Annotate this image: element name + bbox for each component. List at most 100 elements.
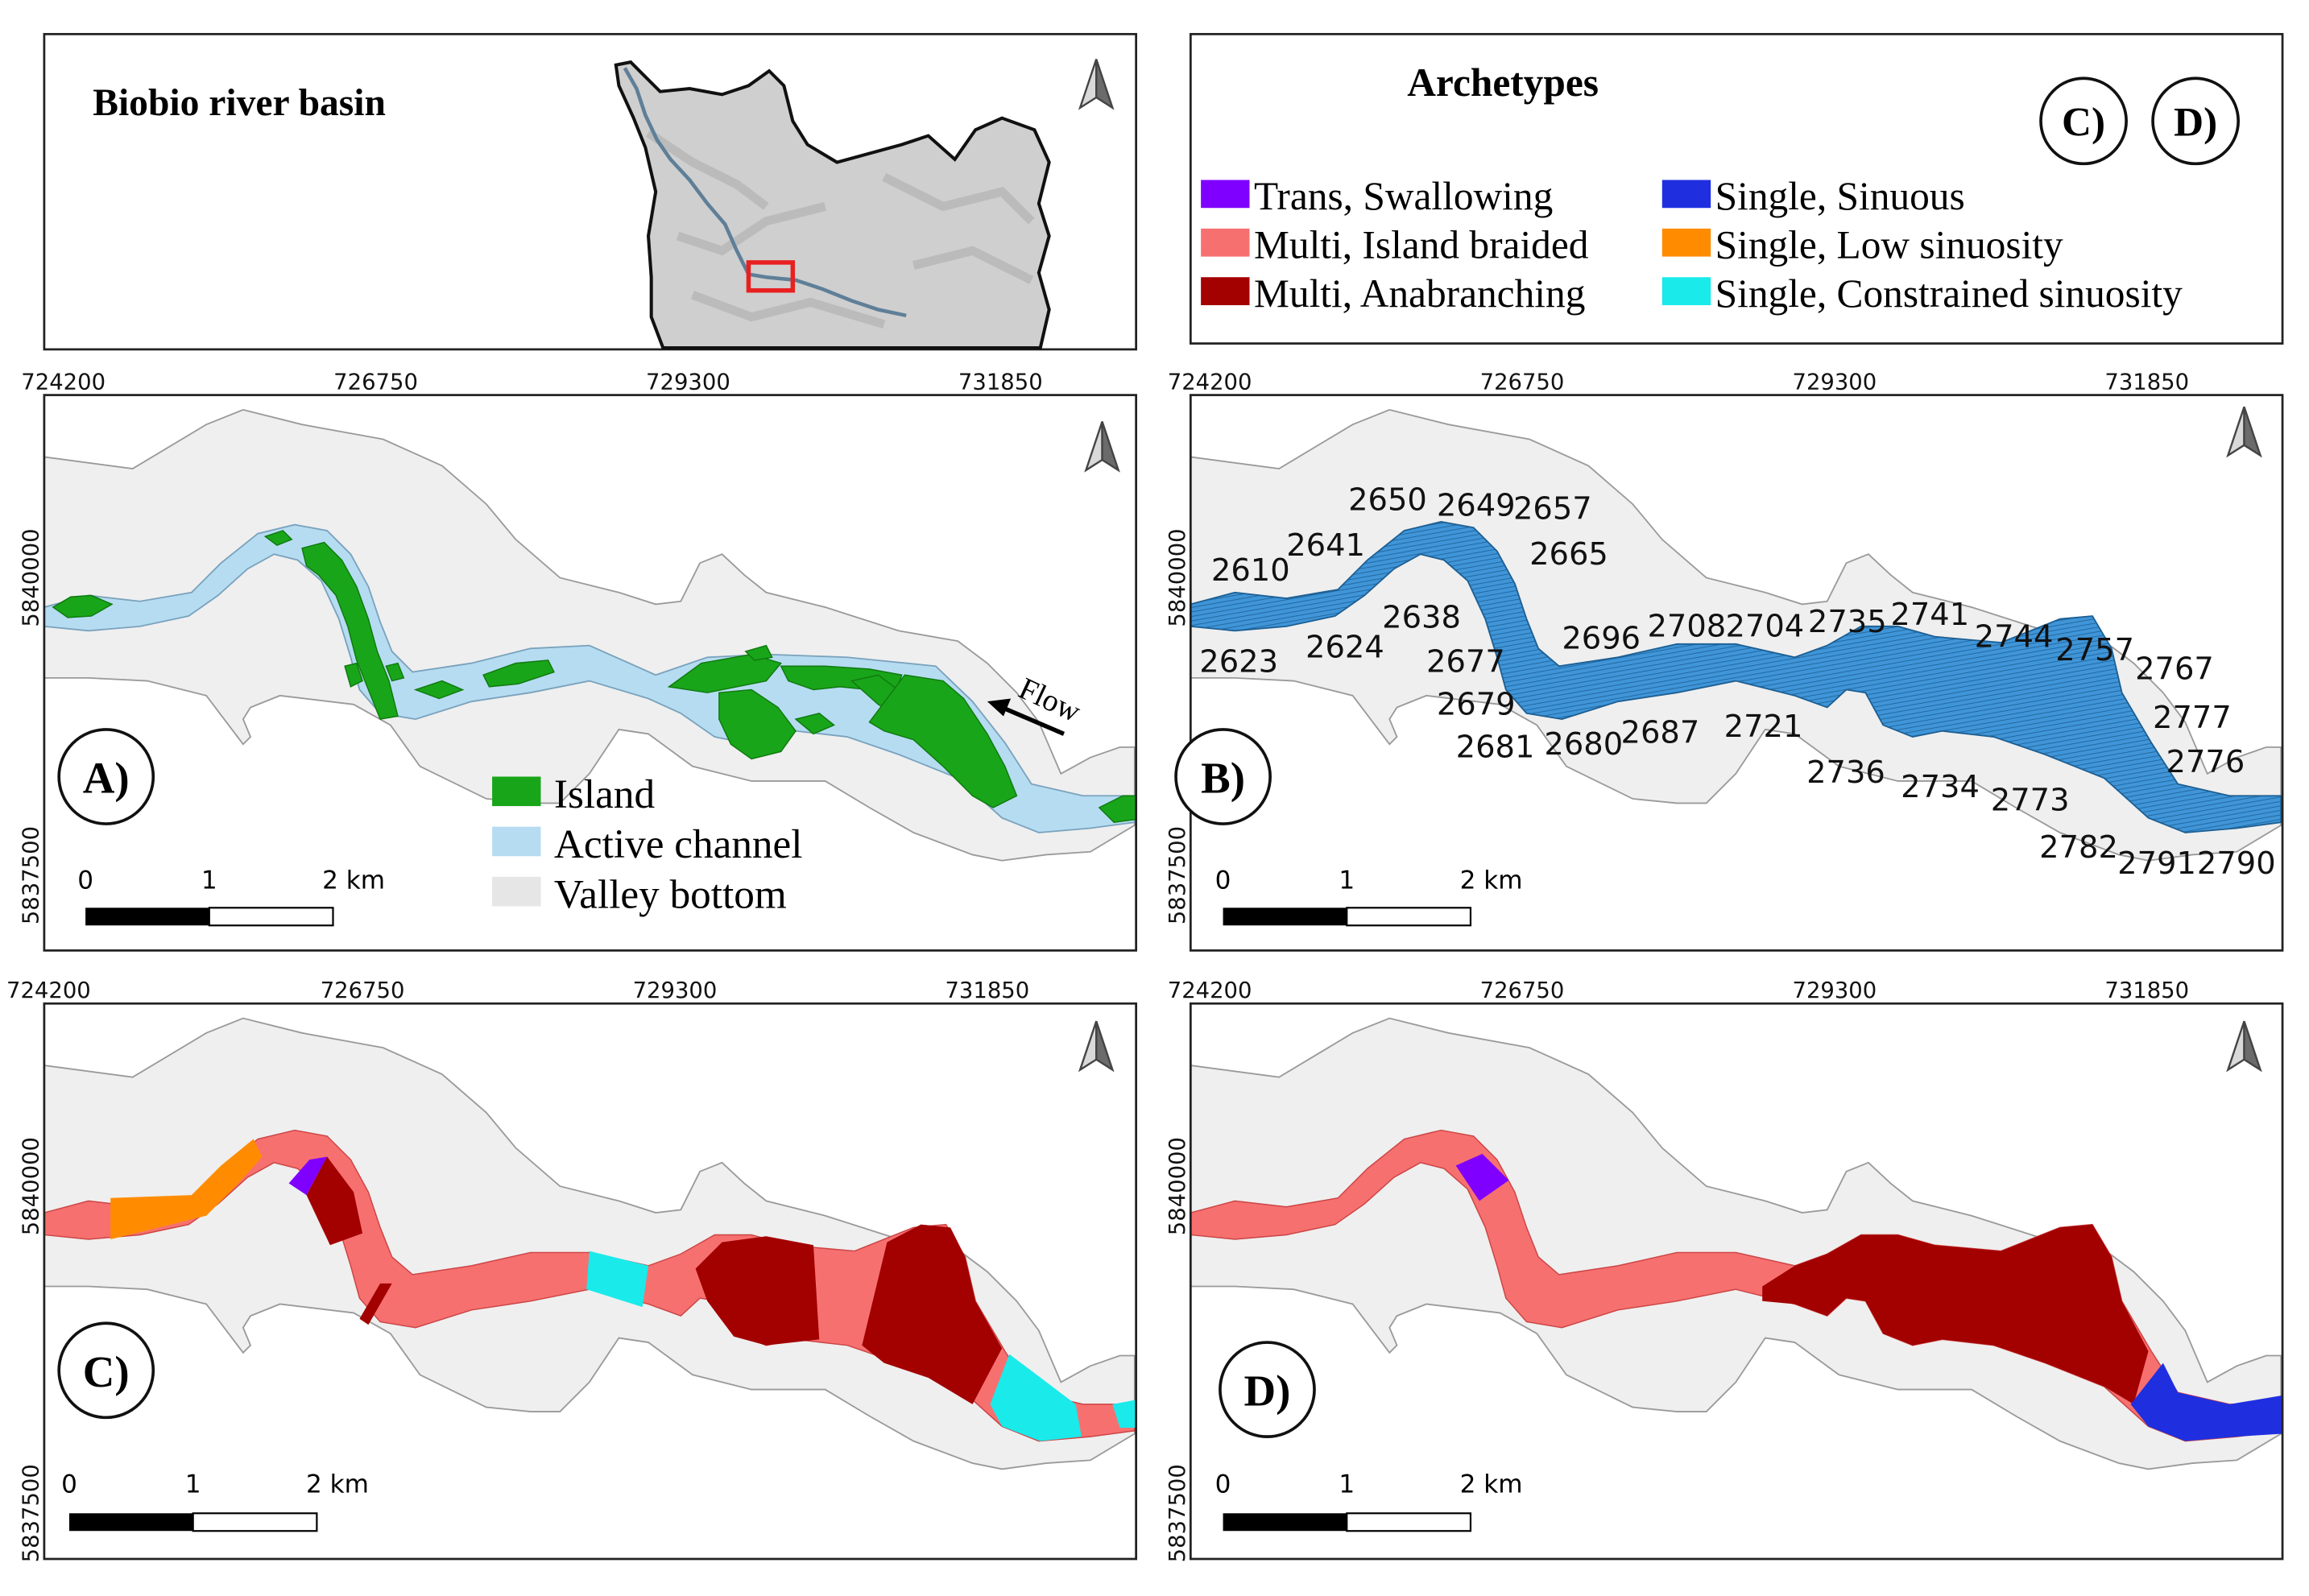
legend-swatch-single-sinuous	[1661, 180, 1711, 209]
y-tick: 5837500	[1165, 1464, 1190, 1562]
segment-id: 2650	[1348, 482, 1427, 518]
legend-swatch-anabranching	[1201, 277, 1250, 305]
segment-id: 2657	[1513, 490, 1592, 527]
legend-swatch-low-sinuosity	[1661, 228, 1711, 257]
y-tick: 5837500	[19, 826, 44, 924]
x-tick: 731850	[945, 978, 1029, 1003]
legend-ref-c: C)	[2062, 100, 2105, 146]
x-tick: 726750	[1480, 978, 1565, 1003]
segment-id: 2767	[2135, 651, 2214, 688]
segment-id: 2773	[1991, 783, 2070, 819]
segment-id: 2734	[1901, 769, 1980, 805]
islands	[52, 530, 1136, 823]
x-tick: 729300	[1792, 370, 1877, 395]
y-tick: 5837500	[19, 1464, 44, 1562]
legend-label-trans-swallowing: Trans, Swallowing	[1254, 174, 1553, 218]
panel-d: 724200 726750 729300 731850 5840000 5837…	[1165, 978, 2284, 1562]
legend-label-valley-bottom: Valley bottom	[554, 871, 787, 917]
segment-id: 2677	[1426, 644, 1505, 680]
panel-c-label: C)	[83, 1347, 130, 1396]
scale-label: 0	[1215, 1470, 1231, 1499]
y-tick: 5837500	[1165, 826, 1190, 924]
x-tick: 724200	[1168, 370, 1252, 395]
segment-id: 2704	[1725, 609, 1804, 645]
scale-label: 1	[1339, 1470, 1355, 1499]
archetype-segments	[110, 1139, 1136, 1441]
segment-id: 2791	[2117, 846, 2196, 882]
y-tick: 5840000	[1165, 528, 1190, 626]
legend-label-single-sinuous: Single, Sinuous	[1715, 174, 1965, 218]
segment-id: 2776	[2166, 744, 2245, 780]
panel-a-axes: 724200 726750 729300 731850 5840000 5837…	[19, 370, 1043, 924]
segment-id: 2623	[1199, 644, 1278, 680]
scale-label: 2 km	[1460, 1470, 1523, 1499]
overview-panel: Biobio river basin	[43, 32, 1138, 351]
scale-label: 0	[61, 1470, 77, 1499]
y-tick: 5840000	[1165, 1137, 1190, 1235]
segment-id: 2610	[1211, 552, 1290, 589]
scale-label: 1	[185, 1470, 201, 1499]
x-tick: 726750	[1480, 370, 1565, 395]
scale-label: 2 km	[1460, 866, 1523, 895]
legend-swatch-constrained-sinuosity	[1661, 277, 1711, 305]
segment-id: 2681	[1456, 730, 1535, 766]
y-tick: 5840000	[19, 528, 44, 626]
x-tick: 729300	[633, 978, 718, 1003]
segment-id: 2638	[1382, 600, 1461, 636]
legend-swatch-island	[492, 776, 541, 807]
x-tick: 726750	[333, 370, 418, 395]
segment-id: 2649	[1437, 488, 1516, 524]
x-tick: 729300	[646, 370, 730, 395]
legend-swatch-active-channel	[492, 826, 541, 857]
overview-title: Biobio river basin	[93, 82, 386, 124]
segment-id: 2757	[2055, 632, 2134, 668]
scale-label: 1	[1339, 866, 1355, 895]
segment-id: 2680	[1544, 726, 1623, 763]
x-tick: 724200	[1168, 978, 1252, 1003]
basin-map	[614, 60, 1051, 350]
legend-swatch-trans-swallowing	[1201, 180, 1250, 209]
scale-bar: 0 1 2 km	[77, 866, 385, 927]
legend-title: Archetypes	[1407, 60, 1599, 105]
panel-b-label: B)	[1201, 754, 1245, 803]
scale-label: 0	[77, 866, 93, 895]
legend-ref-d: D)	[2174, 100, 2217, 146]
panel-b-axes: 724200 726750 729300 731850 5840000 5837…	[1165, 370, 2189, 924]
legend-swatch-valley-bottom	[492, 876, 541, 907]
scale-label: 2 km	[306, 1470, 369, 1499]
segment-id: 2777	[2153, 700, 2232, 736]
segment-id: 2735	[1808, 604, 1887, 640]
scale-label: 2 km	[322, 866, 385, 895]
scale-label: 0	[1215, 866, 1231, 895]
archetype-segments	[1455, 1153, 2283, 1441]
panel-a-label: A)	[83, 754, 130, 803]
segment-id: 2782	[2039, 829, 2118, 866]
segment-id: 2624	[1306, 629, 1384, 665]
study-area-box	[746, 260, 796, 293]
segment-id: 2736	[1806, 755, 1885, 791]
x-tick: 731850	[958, 370, 1043, 395]
segment-id: 2665	[1529, 536, 1608, 573]
panel-b: 724200 726750 729300 731850 5840000 5837…	[1165, 370, 2284, 952]
panel-d-axes: 724200 726750 729300 731850 5840000 5837…	[1165, 978, 2189, 1562]
segment-id: 2744	[1975, 618, 2054, 655]
segment-id: 2641	[1286, 527, 1365, 564]
legend-label-island-braided: Multi, Island braided	[1254, 222, 1589, 267]
y-tick: 5840000	[19, 1137, 44, 1235]
x-tick: 731850	[2104, 978, 2189, 1003]
archetype-legend: Archetypes C) D) Trans, Swallowing Multi…	[1189, 32, 2284, 345]
x-tick: 724200	[6, 978, 91, 1003]
segment-id-labels: 2650 2649 2657 2665 2641 2610 2638 2623 …	[1199, 482, 2275, 882]
panel-c-axes: 724200 726750 729300 731850 5840000 5837…	[6, 978, 1029, 1562]
legend-label-anabranching: Multi, Anabranching	[1254, 271, 1585, 316]
segment-id: 2790	[2197, 846, 2276, 882]
x-tick: 729300	[1792, 978, 1877, 1003]
x-tick: 731850	[2104, 370, 2189, 395]
x-tick: 724200	[21, 370, 106, 395]
legend-label-island: Island	[554, 771, 655, 817]
segment-id: 2696	[1562, 620, 1641, 656]
x-tick: 726750	[321, 978, 405, 1003]
segment-id: 2741	[1890, 597, 1969, 633]
scale-label: 1	[201, 866, 217, 895]
